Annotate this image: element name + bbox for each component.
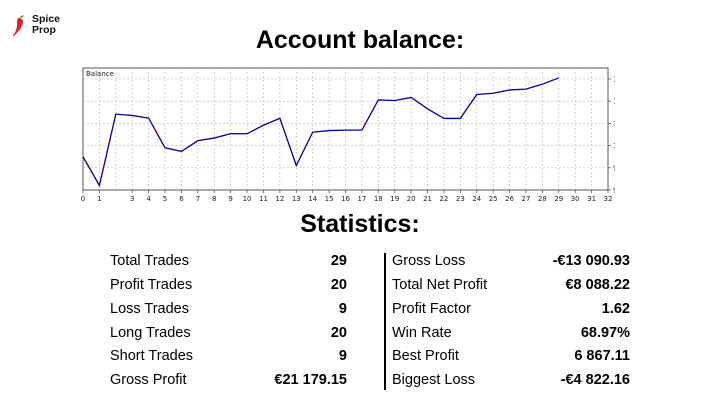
x-tick-label: 18	[374, 195, 383, 203]
balance-line	[82, 77, 560, 188]
x-tick-label: 12	[275, 195, 284, 203]
x-tick-label: 23	[456, 195, 465, 203]
account-balance-heading: Account balance:	[255, 26, 465, 54]
x-tick-label: 19	[390, 195, 399, 203]
stat-label: Long Trades	[110, 325, 191, 341]
x-tick-label: 31	[587, 195, 596, 203]
stat-label: Gross Loss	[392, 253, 466, 269]
x-tick-label: 16	[341, 195, 350, 203]
brand-name: Spice Prop	[32, 13, 61, 36]
stat-label: Gross Profit	[110, 372, 187, 388]
x-tick-label: 14	[308, 195, 317, 203]
x-tick-label: 28	[538, 195, 547, 203]
stat-value: 9	[338, 301, 347, 317]
stat-label: Loss Trades	[110, 301, 189, 317]
x-tick-label: 25	[489, 195, 498, 203]
x-tick-label: 8	[212, 195, 216, 203]
statistics-heading: Statistics:	[300, 210, 420, 238]
y-tick-label: 97216	[613, 187, 615, 195]
x-tick-label: 9	[228, 195, 232, 203]
x-tick-label: 0	[81, 195, 85, 203]
stat-value: 1.62	[601, 301, 630, 317]
stat-value: 20	[330, 325, 347, 341]
stat-label: Win Rate	[392, 325, 452, 341]
x-tick-label: 27	[522, 195, 531, 203]
x-tick-label: 11	[259, 195, 268, 203]
stat-value: €8 088.22	[565, 277, 630, 293]
x-tick-label: 29	[554, 195, 563, 203]
stat-value: -€4 822.16	[560, 372, 630, 388]
stat-value: 29	[330, 253, 347, 269]
x-tick-label: 15	[325, 195, 334, 203]
chili-pepper-icon	[12, 15, 24, 37]
x-tick-label: 26	[505, 195, 514, 203]
x-tick-label: 6	[179, 195, 184, 203]
stat-label: Biggest Loss	[392, 372, 476, 388]
stat-label: Total Net Profit	[392, 277, 488, 293]
x-tick-label: 13	[292, 195, 301, 203]
x-tick-label: 22	[439, 195, 448, 203]
x-tick-label: 4	[146, 195, 151, 203]
stat-value: 6 867.11	[574, 348, 630, 364]
x-tick-label: 21	[423, 195, 432, 203]
balance-chart: 0 1 3 4 5 6 7 8 9 10 11 12 13 14 15 16 17 18 19 20 21 22 23 24 2…	[81, 67, 615, 203]
stat-label: Profit Trades	[110, 277, 193, 293]
y-tick-label: 99342	[613, 164, 615, 172]
x-tick-label: 24	[472, 195, 481, 203]
chart-title: Balance	[86, 70, 114, 78]
x-tick-label: 20	[407, 195, 416, 203]
stat-value: 68.97%	[580, 325, 630, 341]
x-tick-label: 32	[604, 195, 613, 203]
x-tick-label: 1	[97, 195, 101, 203]
stat-value: 9	[338, 348, 347, 364]
x-tick-label: 5	[163, 195, 167, 203]
x-tick-label: 3	[130, 195, 134, 203]
spice-prop-logo: Spice Prop	[12, 14, 72, 44]
stat-label: Total Trades	[110, 253, 189, 269]
x-tick-label: 10	[243, 195, 252, 203]
x-tick-label: 30	[571, 195, 580, 203]
stats-divider	[384, 253, 386, 390]
y-tick-label: 103595	[613, 120, 615, 128]
x-tick-label: 7	[196, 195, 200, 203]
y-tick-label: 107848	[613, 75, 615, 83]
stat-label: Profit Factor	[392, 301, 471, 317]
x-tick-label: 17	[357, 195, 366, 203]
stat-value: €21 179.15	[274, 372, 347, 388]
stat-value: -€13 090.93	[552, 253, 630, 269]
stat-value: 20	[330, 277, 347, 293]
y-tick-label: 101469	[613, 142, 615, 150]
y-tick-label: 105721	[613, 98, 615, 106]
stat-label: Short Trades	[110, 348, 194, 364]
stat-label: Best Profit	[392, 348, 459, 364]
